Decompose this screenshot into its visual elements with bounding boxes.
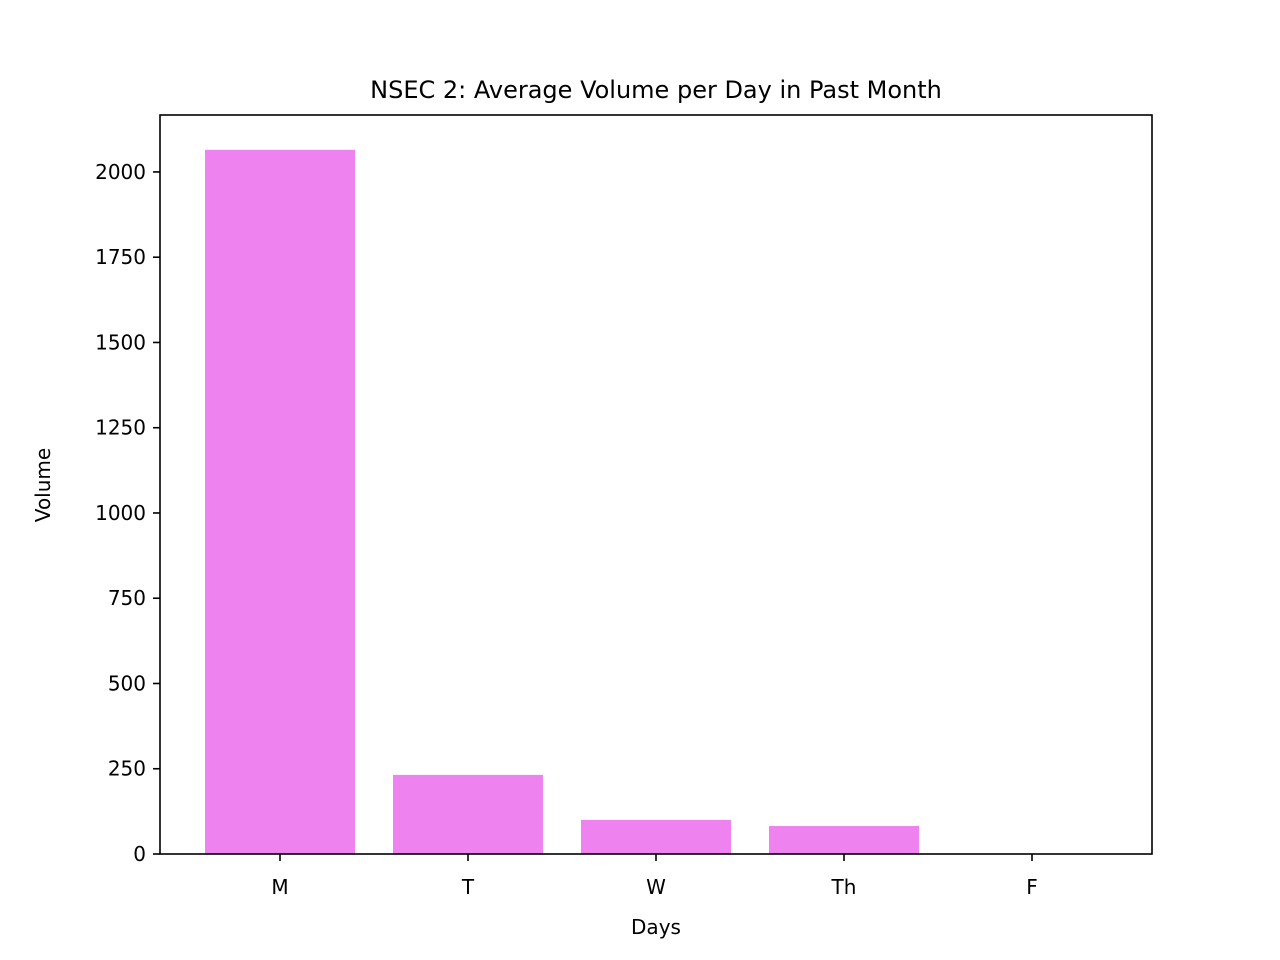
y-tick-label-1000: 1000 — [95, 501, 146, 525]
bar-Th — [769, 826, 919, 854]
bars-group — [205, 149, 919, 855]
y-tick-label-250: 250 — [108, 757, 146, 781]
x-axis-label: Days — [631, 915, 681, 939]
x-tick-label-W: W — [646, 875, 666, 899]
x-tick-label-T: T — [461, 875, 475, 899]
y-tick-label-2000: 2000 — [95, 160, 146, 184]
x-tick-label-Th: Th — [831, 875, 857, 899]
y-tick-label-0: 0 — [133, 842, 146, 866]
plot-frame — [159, 114, 1153, 855]
bar-M — [205, 149, 355, 855]
bar-W — [581, 819, 731, 854]
y-axis-ticks: 0 250 500 750 1000 1250 1500 1750 2000 — [95, 160, 160, 866]
y-tick-label-1250: 1250 — [95, 416, 146, 440]
bar-T — [393, 774, 543, 854]
y-tick-label-1750: 1750 — [95, 245, 146, 269]
chart-title: NSEC 2: Average Volume per Day in Past M… — [370, 76, 942, 104]
y-tick-label-1500: 1500 — [95, 330, 146, 354]
y-tick-label-750: 750 — [108, 586, 146, 610]
x-tick-label-M: M — [271, 875, 288, 899]
y-axis-label: Volume — [31, 448, 55, 522]
y-tick-label-500: 500 — [108, 671, 146, 695]
x-axis-ticks: M T W Th F — [271, 854, 1038, 899]
x-tick-label-F: F — [1026, 875, 1038, 899]
